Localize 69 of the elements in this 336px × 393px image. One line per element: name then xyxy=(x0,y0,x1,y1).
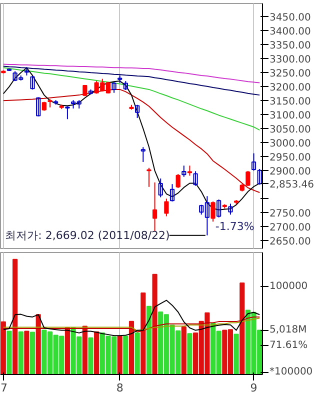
bar xyxy=(18,331,24,374)
y-tick-label: 3150.00 xyxy=(270,96,311,108)
candlestick xyxy=(216,199,222,218)
candlestick xyxy=(146,167,152,188)
x-tick-label: 9 xyxy=(250,382,258,393)
bar xyxy=(240,282,245,374)
bar xyxy=(6,330,12,374)
y-tick-label: 3400.00 xyxy=(270,26,311,38)
y-tick-label: 3200.00 xyxy=(270,82,311,94)
y-tick-label: 2900.00 xyxy=(270,166,311,178)
y-tick-label: 3350.00 xyxy=(270,40,311,52)
x-tick-label: 7 xyxy=(0,382,8,393)
line-series xyxy=(2,67,260,131)
candlestick xyxy=(182,165,186,178)
bar xyxy=(82,326,88,374)
candlestick xyxy=(65,106,70,120)
y-tick-label: 3050.00 xyxy=(270,124,311,136)
y-tick-label: 2950.00 xyxy=(270,152,311,164)
candlestick xyxy=(36,96,41,117)
bar xyxy=(117,336,122,374)
bar xyxy=(36,314,41,374)
candlestick xyxy=(210,200,216,222)
candlestick xyxy=(228,203,233,216)
y-tick-label: 3450.00 xyxy=(270,12,311,24)
candlestick xyxy=(170,184,175,202)
text: *100000 xyxy=(270,366,313,378)
text: 100000 xyxy=(270,280,308,292)
y-tick-label: 2650.00 xyxy=(270,236,311,248)
y-tick-label: 2700.00 xyxy=(270,222,311,234)
bar xyxy=(64,327,70,374)
candlestick xyxy=(176,174,180,189)
text: 5,018M xyxy=(270,324,307,336)
annotation: 최저가: 2,669.02 (2011/08/22) xyxy=(5,228,170,242)
line-series xyxy=(2,66,260,96)
candlestick xyxy=(30,76,35,90)
y-tick-label: 2750.00 xyxy=(270,208,311,220)
text: 71.61% xyxy=(270,340,308,352)
bar xyxy=(181,326,186,374)
candlestick xyxy=(112,81,116,94)
y-tick-label: 3000.00 xyxy=(270,138,311,150)
bar xyxy=(187,333,192,374)
candlestick xyxy=(193,170,198,186)
bar xyxy=(94,331,100,374)
y-tick-label: 3100.00 xyxy=(270,110,311,122)
y-tick-label: 3300.00 xyxy=(270,54,311,66)
bar xyxy=(152,274,158,374)
line-series xyxy=(2,64,260,84)
annotation: -1.73% xyxy=(215,220,254,233)
candlestick xyxy=(164,198,169,217)
bar xyxy=(123,336,128,374)
bar xyxy=(140,292,146,374)
candlestick xyxy=(158,178,163,198)
bar xyxy=(234,334,239,374)
x-tick-label: 8 xyxy=(116,382,124,393)
bar xyxy=(30,332,36,374)
y-tick-label: 3250.00 xyxy=(270,68,311,80)
bar xyxy=(146,306,152,374)
candlestick xyxy=(251,152,256,172)
bar xyxy=(0,321,6,374)
bar xyxy=(12,258,18,374)
bar xyxy=(88,337,94,374)
candlestick xyxy=(140,146,146,162)
candlestick xyxy=(135,104,140,119)
bar xyxy=(134,332,140,374)
bar xyxy=(24,330,30,374)
bar xyxy=(128,320,134,374)
candlestick xyxy=(152,182,158,232)
y-tick-label: 2,853.46 xyxy=(270,180,314,191)
candlestick xyxy=(187,165,192,176)
